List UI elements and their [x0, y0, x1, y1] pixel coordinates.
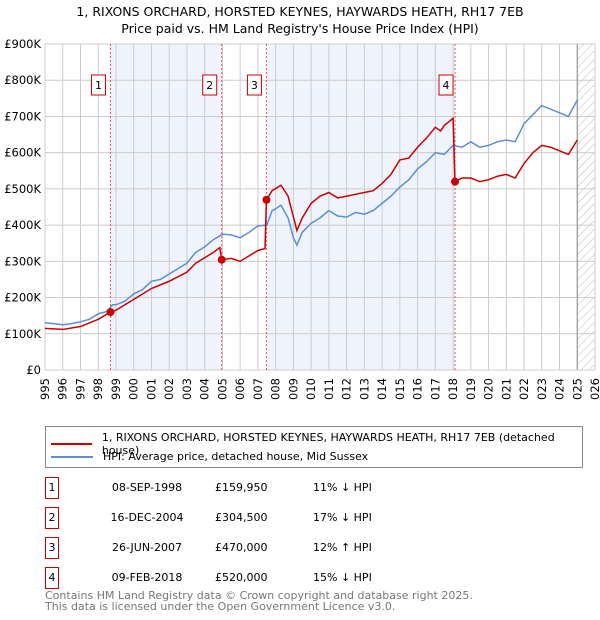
x-tick-label: 2023 — [535, 378, 549, 400]
sale-label: 1 — [95, 79, 102, 92]
y-tick-label: £100K — [4, 327, 41, 341]
sale-hpi-diff: 15% ↓ HPI — [313, 571, 372, 584]
footer-copyright: Contains HM Land Registry data © Crown c… — [45, 589, 473, 602]
footer-licence: This data is licensed under the Open Gov… — [45, 600, 396, 613]
x-tick-label: 2011 — [322, 378, 336, 400]
y-tick-label: £400K — [4, 218, 41, 232]
x-tick-label: 2018 — [446, 378, 460, 400]
y-tick-label: £0 — [26, 363, 41, 377]
legend-swatch-red — [51, 443, 92, 445]
sale-label: 3 — [251, 79, 258, 92]
legend-label: HPI: Average price, detached house, Mid … — [103, 450, 369, 463]
legend-item-hpi: HPI: Average price, detached house, Mid … — [51, 450, 368, 463]
x-tick-label: 2026 — [588, 378, 600, 400]
x-tick-label: 1995 — [38, 378, 52, 400]
property-price-line — [44, 116, 578, 331]
x-tick-label: 2005 — [215, 378, 229, 400]
price-chart: £0 £100K £200K £300K £400K £500K £600K £700K £80… — [4, 37, 600, 400]
y-tick-label: £800K — [4, 73, 41, 87]
x-tick-label: 2007 — [251, 378, 265, 400]
sale-point — [262, 195, 271, 204]
x-tick-label: 2019 — [464, 378, 478, 400]
x-tick-label: 2013 — [357, 378, 371, 400]
x-tick-label: 2000 — [127, 378, 141, 400]
x-tick-label: 2020 — [482, 378, 496, 400]
plot-border — [44, 43, 596, 371]
x-tick-label: 1997 — [73, 378, 87, 400]
y-tick-label: £900K — [4, 37, 41, 51]
sale-hpi-diff: 17% ↓ HPI — [313, 511, 372, 524]
x-tick-label: 2001 — [144, 378, 158, 400]
x-tick-label: 2021 — [499, 378, 513, 400]
sale-label: 4 — [443, 79, 450, 92]
chart-subtitle: Price paid vs. HM Land Registry's House … — [121, 21, 479, 36]
sale-hpi-diff: 12% ↑ HPI — [313, 541, 372, 554]
shaded-period — [110, 44, 222, 370]
sale-label-box — [90, 74, 106, 96]
x-tick-label: 1999 — [109, 378, 123, 400]
shaded-period — [266, 44, 456, 370]
x-tick-label: 2009 — [286, 378, 300, 400]
x-tick-label: 2022 — [517, 378, 531, 400]
legend-swatch-blue — [51, 455, 93, 458]
sale-price: £304,500 — [215, 511, 268, 524]
sale-label-box — [202, 74, 218, 96]
sale-date: 26-JUN-2007 — [111, 541, 183, 554]
sale-price: £520,000 — [215, 571, 268, 584]
x-tick-label: 2002 — [162, 378, 176, 400]
x-tick-label: 2006 — [233, 378, 247, 400]
sale-point — [451, 177, 460, 186]
sale-point — [217, 255, 226, 264]
sale-label-box — [246, 74, 262, 96]
y-tick-label: £300K — [4, 254, 41, 268]
sale-label-box — [438, 74, 454, 96]
x-tick-label: 2016 — [411, 378, 425, 400]
x-tick-label: 2004 — [198, 378, 212, 400]
y-tick-label: £700K — [4, 109, 41, 123]
x-tick-label: 2012 — [340, 378, 354, 400]
x-tick-label: 2010 — [304, 378, 318, 400]
sale-label: 2 — [206, 79, 213, 92]
sale-number-badge: 1 — [45, 477, 59, 499]
sale-number-badge: 4 — [45, 567, 59, 589]
sale-point — [106, 308, 115, 317]
sale-date: 16-DEC-2004 — [110, 511, 184, 524]
y-tick-label: £500K — [4, 182, 41, 196]
sale-date: 08-SEP-1998 — [111, 481, 183, 494]
sale-date: 09-FEB-2018 — [111, 571, 183, 584]
hpi-line — [44, 99, 578, 326]
x-tick-label: 2017 — [428, 378, 442, 400]
y-tick-label: £600K — [4, 146, 41, 160]
x-tick-label: 2024 — [553, 378, 567, 400]
legend-label: 1, RIXONS ORCHARD, HORSTED KEYNES, HAYWA… — [101, 431, 555, 457]
sale-price: £470,000 — [215, 541, 268, 554]
chart-title: 1, RIXONS ORCHARD, HORSTED KEYNES, HAYWA… — [76, 4, 524, 19]
sale-price: £159,950 — [215, 481, 268, 494]
forecast-hatch — [577, 44, 595, 370]
y-tick-label: £200K — [4, 291, 41, 305]
sale-number-badge: 2 — [45, 507, 59, 529]
legend: 1, RIXONS ORCHARD, HORSTED KEYNES, HAYWA… — [45, 426, 583, 468]
legend-item-property: 1, RIXONS ORCHARD, HORSTED KEYNES, HAYWA… — [51, 431, 582, 457]
x-tick-label: 2003 — [180, 378, 194, 400]
x-tick-label: 2015 — [393, 378, 407, 400]
x-tick-label: 1996 — [56, 378, 70, 400]
x-tick-label: 1998 — [91, 378, 105, 400]
sale-number-badge: 3 — [45, 537, 59, 559]
x-tick-label: 2025 — [570, 378, 584, 400]
x-tick-label: 2008 — [269, 378, 283, 400]
sale-hpi-diff: 11% ↓ HPI — [313, 481, 372, 494]
x-tick-label: 2014 — [375, 378, 389, 400]
